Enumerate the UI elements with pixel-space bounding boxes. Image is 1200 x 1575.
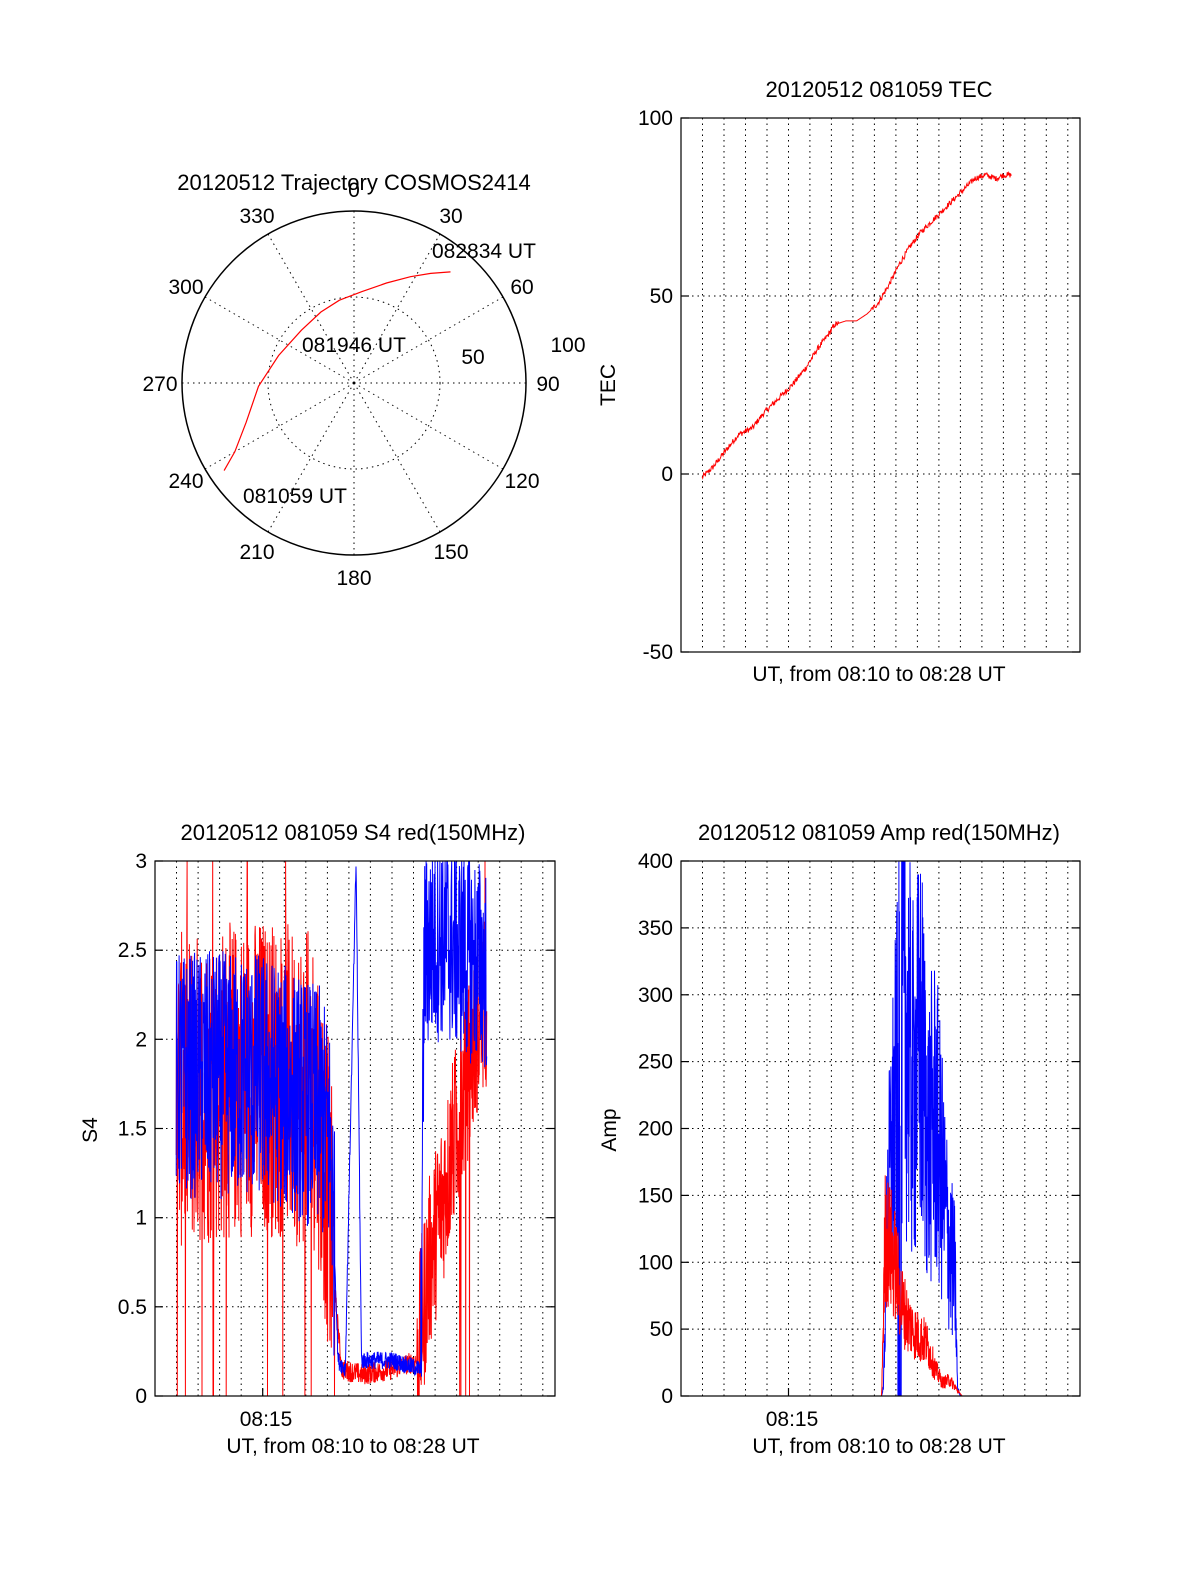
y-tick-label: 0: [661, 1385, 673, 1408]
y-tick-label: 0: [135, 1385, 147, 1408]
tec-y-axis-label: TEC: [597, 364, 620, 406]
polar-radial-gridline: [267, 233, 355, 384]
s4-y-ticks: 0 0.5 1 1.5 2 2.5 3: [118, 850, 555, 1408]
y-tick-label: 50: [650, 1318, 673, 1341]
tec-panel: 20120512 081059 TEC -50 0 50 100 TEC UT, fr…: [597, 77, 1081, 686]
y-tick-label: 150: [638, 1184, 673, 1207]
polar-radial-gridline: [353, 233, 441, 384]
y-tick-label: 1: [135, 1207, 147, 1230]
s4-x-tick-0815: 08:15: [240, 1408, 293, 1431]
amp-y-axis-label: Amp: [598, 1108, 621, 1151]
polar-radial-gridline: [204, 382, 355, 470]
polar-azimuth-labels: 0 30 60 90 120 150 180 210 240 270 300 330: [142, 179, 559, 590]
polar-trajectory-line: [223, 271, 451, 471]
amp-x-tick-0815: 08:15: [766, 1408, 819, 1431]
amp-x-axis-label: UT, from 08:10 to 08:28 UT: [752, 1435, 1005, 1458]
polar-series: [223, 271, 451, 471]
y-tick-label: 1.5: [118, 1118, 147, 1141]
y-tick-label: 0.5: [118, 1296, 147, 1319]
s4-series: [175, 860, 488, 1397]
polar-ring-label-50: 50: [461, 346, 484, 369]
trajectory-title: 20120512 Trajectory COSMOS2414: [177, 170, 530, 195]
polar-azimuth-label: 180: [336, 567, 371, 590]
s4-blue-series-line: [175, 860, 488, 1377]
amp-grid: [681, 861, 1080, 1396]
tec-series-line: [701, 170, 1012, 480]
y-tick-label: 250: [638, 1051, 673, 1074]
trajectory-end-annotation: 082834 UT: [432, 240, 536, 263]
s4-y-axis-label: S4: [79, 1117, 102, 1143]
polar-grid: [182, 211, 526, 555]
polar-azimuth-label: 60: [510, 276, 533, 299]
polar-radial-gridline: [353, 382, 504, 470]
polar-radial-gridline: [353, 296, 504, 384]
polar-radial-gridline: [353, 382, 441, 533]
y-tick-label: 2.5: [118, 939, 147, 962]
amp-series: [702, 860, 1012, 1397]
polar-radial-gridline: [267, 382, 355, 533]
y-tick-label: 50: [650, 285, 673, 308]
polar-radial-gridline: [204, 296, 355, 384]
polar-azimuth-label: 330: [239, 205, 274, 228]
y-tick-label: 350: [638, 917, 673, 940]
polar-azimuth-label: 270: [142, 373, 177, 396]
tec-title: 20120512 081059 TEC: [765, 77, 992, 102]
amp-red-series-line: [702, 1175, 1012, 1397]
y-tick-label: 0: [661, 463, 673, 486]
polar-azimuth-label: 150: [433, 541, 468, 564]
polar-azimuth-label: 0: [348, 179, 360, 202]
amp-panel: 20120512 081059 Amp red(150MHz) 0 50 100 15…: [598, 820, 1081, 1458]
polar-outer-circle: [181, 210, 527, 556]
tec-x-axis-label: UT, from 08:10 to 08:28 UT: [752, 663, 1005, 686]
tec-plot-frame: [680, 117, 1081, 653]
polar-azimuth-label: 120: [504, 470, 539, 493]
polar-ring-label-100: 100: [550, 334, 585, 357]
y-tick-label: 300: [638, 984, 673, 1007]
polar-ring-50: [267, 296, 441, 470]
s4-panel: 20120512 081059 S4 red(150MHz) 0 0.5 1 1.5 2…: [79, 820, 556, 1458]
polar-azimuth-label: 300: [168, 276, 203, 299]
trajectory-mid-annotation: 081946 UT: [302, 334, 406, 357]
trajectory-start-annotation: 081059 UT: [243, 485, 347, 508]
tec-grid: [681, 118, 1080, 652]
y-tick-label: 400: [638, 850, 673, 873]
s4-x-axis-label: UT, from 08:10 to 08:28 UT: [226, 1435, 479, 1458]
amp-title: 20120512 081059 Amp red(150MHz): [698, 820, 1060, 845]
y-tick-label: 200: [638, 1118, 673, 1141]
amp-blue-series-line: [702, 860, 1012, 1397]
polar-azimuth-label: 210: [239, 541, 274, 564]
polar-azimuth-label: 240: [168, 470, 203, 493]
tec-y-ticks: -50 0 50 100: [638, 107, 1080, 664]
trajectory-polar-panel: 20120512 Trajectory COSMOS2414 0 30 60 90 12…: [142, 170, 585, 590]
y-tick-label: 3: [135, 850, 147, 873]
y-tick-label: -50: [643, 641, 673, 664]
polar-azimuth-label: 90: [536, 373, 559, 396]
y-tick-label: 100: [638, 107, 673, 130]
amp-y-ticks: 0 50 100 150 200 250 300 350 400: [638, 850, 1080, 1408]
s4-title: 20120512 081059 S4 red(150MHz): [181, 820, 526, 845]
y-tick-label: 100: [638, 1251, 673, 1274]
tec-series: [701, 170, 1012, 480]
y-tick-label: 2: [135, 1028, 147, 1051]
polar-azimuth-label: 30: [439, 205, 462, 228]
